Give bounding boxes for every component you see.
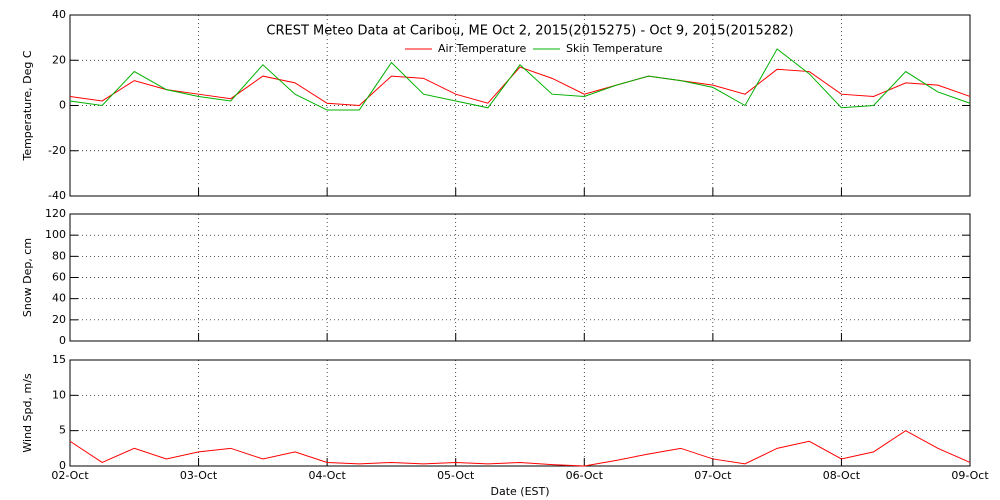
x-tick-label: 08-Oct xyxy=(823,469,861,482)
legend-label: Skin Temperature xyxy=(566,42,663,55)
y-axis-label: Wind Spd, m/s xyxy=(21,373,34,453)
y-tick-label: 120 xyxy=(45,207,66,220)
y-tick-label: 40 xyxy=(52,8,66,21)
legend-label: Air Temperature xyxy=(438,42,527,55)
data-line xyxy=(69,48,971,111)
chart-title: CREST Meteo Data at Caribou, ME Oct 2, 2… xyxy=(266,24,793,39)
data-line xyxy=(69,430,971,467)
x-tick-label: 05-Oct xyxy=(437,469,475,482)
y-tick-label: -20 xyxy=(48,144,66,157)
y-tick-label: 40 xyxy=(52,292,66,305)
y-axis-label: Temperature, Deg C xyxy=(21,50,34,161)
y-tick-label: 0 xyxy=(59,334,66,347)
y-tick-label: 10 xyxy=(52,388,66,401)
x-tick-label: 09-Oct xyxy=(951,469,989,482)
y-tick-label: 0 xyxy=(59,99,66,112)
y-axis-label: Snow Dep, cm xyxy=(21,238,34,317)
y-tick-label: 20 xyxy=(52,313,66,326)
x-tick-label: 06-Oct xyxy=(566,469,604,482)
y-tick-label: 80 xyxy=(52,249,66,262)
x-tick-label: 07-Oct xyxy=(694,469,732,482)
y-tick-label: 100 xyxy=(45,228,66,241)
y-tick-label: 15 xyxy=(52,353,66,366)
y-tick-label: -40 xyxy=(48,189,66,202)
y-tick-label: 60 xyxy=(52,271,66,284)
x-axis-label: Date (EST) xyxy=(490,485,549,498)
data-line xyxy=(69,66,971,107)
x-tick-label: 04-Oct xyxy=(308,469,346,482)
x-tick-label: 03-Oct xyxy=(180,469,218,482)
x-tick-label: 02-Oct xyxy=(51,469,89,482)
y-tick-label: 20 xyxy=(52,53,66,66)
y-tick-label: 0 xyxy=(59,459,66,472)
plot-frame xyxy=(69,359,971,467)
y-tick-label: 5 xyxy=(59,424,66,437)
